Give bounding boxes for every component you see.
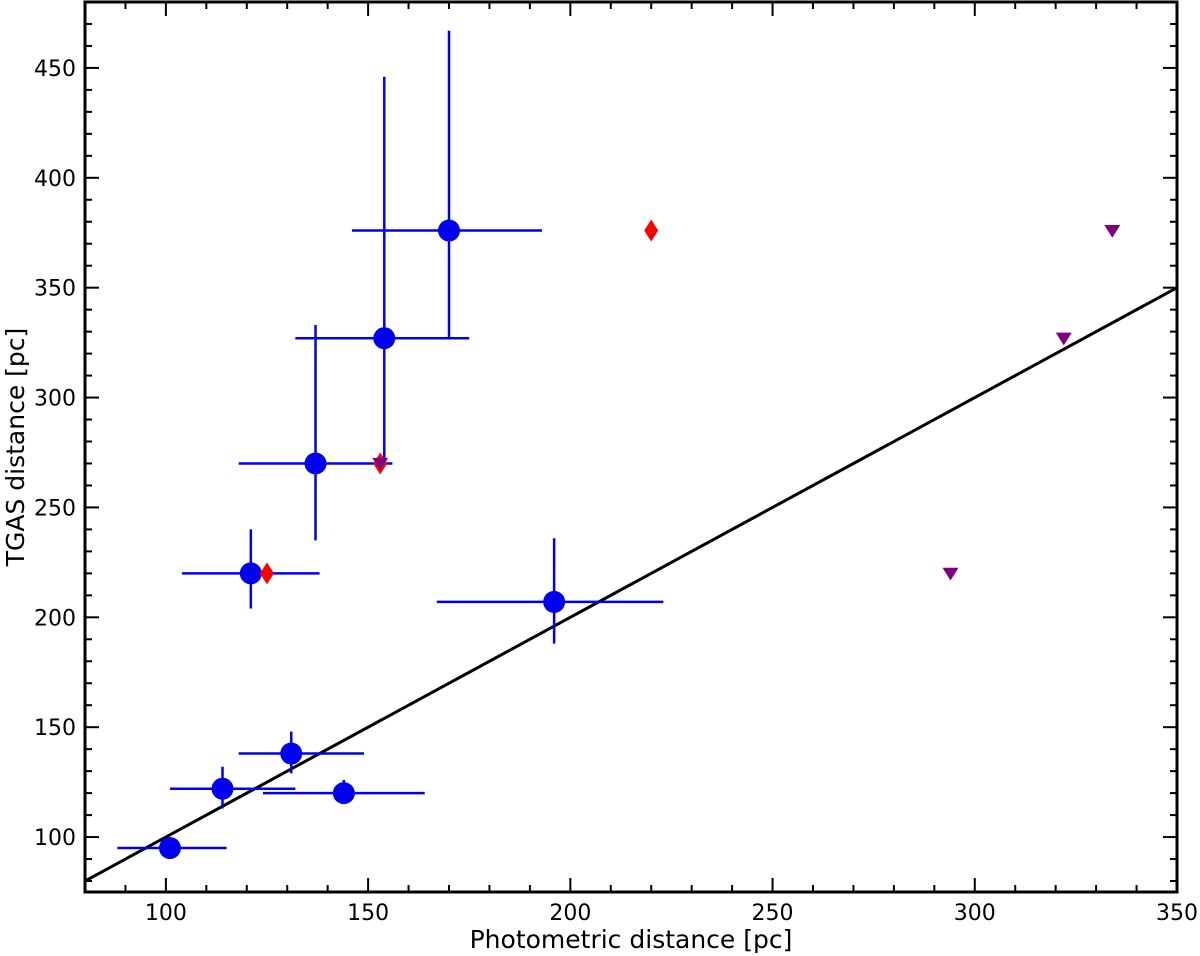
x-tick-label: 300 <box>954 901 996 926</box>
x-tick-label: 350 <box>1156 901 1198 926</box>
error-bars <box>117 30 664 853</box>
y-tick-label: 450 <box>34 57 76 82</box>
y-tick-label: 400 <box>34 167 76 192</box>
data-point-triangle <box>372 457 389 471</box>
data-point-diamond <box>644 219 659 242</box>
reference-line-group <box>84 286 1178 883</box>
data-point-circle <box>211 777 234 800</box>
plot-frame <box>83 0 1179 894</box>
data-point-circle <box>543 590 566 613</box>
data-markers <box>158 219 1121 860</box>
x-axis-label: Photometric distance [pc] <box>470 925 793 954</box>
x-tick-label: 250 <box>752 901 794 926</box>
x-tick-label: 150 <box>347 901 389 926</box>
data-point-circle <box>280 742 303 765</box>
data-point-triangle <box>1104 224 1121 238</box>
tick-labels: 100 150 200 250 300 350 100 150 200 250 300 350 400 4… <box>34 57 1198 926</box>
data-point-triangle <box>942 567 959 581</box>
y-tick-label: 150 <box>34 716 76 741</box>
data-point-triangle <box>1055 332 1072 346</box>
data-point-circle <box>239 562 262 585</box>
data-point-circle <box>332 782 355 805</box>
y-tick-label: 350 <box>34 277 76 302</box>
y-axis-label: TGAS distance [pc] <box>1 328 30 568</box>
axis-ticks <box>84 1 1178 892</box>
y-tick-label: 300 <box>34 387 76 412</box>
y-tick-label: 100 <box>34 826 76 851</box>
data-point-circle <box>304 452 327 475</box>
x-tick-label: 200 <box>549 901 591 926</box>
data-point-diamond <box>260 562 274 585</box>
data-point-circle <box>438 219 460 242</box>
y-tick-label: 250 <box>34 496 76 521</box>
data-point-circle <box>373 327 396 350</box>
x-tick-label: 100 <box>145 901 187 926</box>
y-tick-label: 200 <box>34 606 76 631</box>
reference-line <box>84 286 1178 883</box>
data-point-circle <box>158 837 181 860</box>
